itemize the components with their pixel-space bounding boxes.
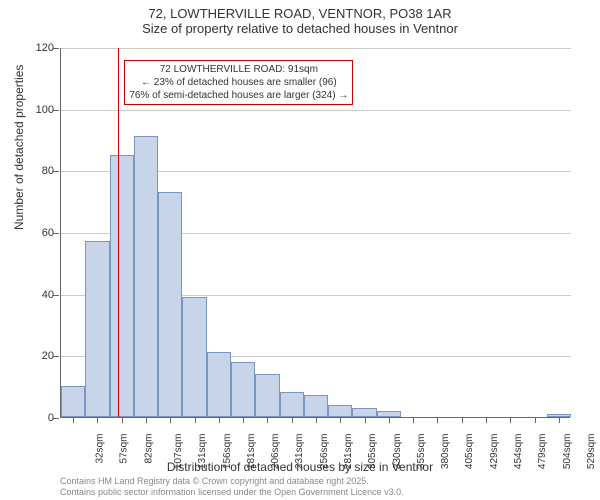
y-tick-label: 0 <box>24 412 54 424</box>
attribution-line2: Contains public sector information licen… <box>60 487 404 498</box>
histogram-bar <box>304 395 328 417</box>
x-tick <box>486 417 487 423</box>
title-line1: 72, LOWTHERVILLE ROAD, VENTNOR, PO38 1AR <box>0 6 600 21</box>
y-tick-label: 20 <box>24 350 54 362</box>
histogram-bar <box>110 155 134 417</box>
annotation-line: ← 23% of detached houses are smaller (96… <box>129 76 348 89</box>
x-tick <box>267 417 268 423</box>
title-block: 72, LOWTHERVILLE ROAD, VENTNOR, PO38 1AR… <box>0 0 600 36</box>
annotation-box: 72 LOWTHERVILLE ROAD: 91sqm← 23% of deta… <box>124 60 353 105</box>
histogram-bar <box>207 352 231 417</box>
annotation-line: 72 LOWTHERVILLE ROAD: 91sqm <box>129 63 348 76</box>
histogram-bar <box>182 297 206 417</box>
marker-line <box>118 48 119 417</box>
x-tick <box>340 417 341 423</box>
y-tick-label: 40 <box>24 289 54 301</box>
histogram-bar <box>85 241 109 417</box>
x-tick-label: 32sqm <box>95 434 106 464</box>
x-tick <box>389 417 390 423</box>
x-tick-label: 57sqm <box>119 434 130 464</box>
x-tick <box>413 417 414 423</box>
x-tick <box>219 417 220 423</box>
chart-container: 72, LOWTHERVILLE ROAD, VENTNOR, PO38 1AR… <box>0 0 600 500</box>
x-tick <box>97 417 98 423</box>
x-tick-label: 82sqm <box>143 434 154 464</box>
histogram-bar <box>158 192 182 417</box>
annotation-line: 76% of semi-detached houses are larger (… <box>129 89 348 102</box>
y-tick-label: 120 <box>24 42 54 54</box>
x-tick <box>316 417 317 423</box>
y-tick-label: 60 <box>24 227 54 239</box>
y-tick-label: 80 <box>24 165 54 177</box>
x-tick <box>195 417 196 423</box>
title-line2: Size of property relative to detached ho… <box>0 21 600 36</box>
histogram-bar <box>328 405 352 417</box>
x-tick <box>122 417 123 423</box>
attribution-line1: Contains HM Land Registry data © Crown c… <box>60 476 404 487</box>
x-tick <box>243 417 244 423</box>
x-tick <box>559 417 560 423</box>
y-axis-title: Number of detached properties <box>12 65 26 230</box>
x-tick <box>535 417 536 423</box>
histogram-bar <box>134 136 158 417</box>
x-tick <box>462 417 463 423</box>
chart-area: 02040608010012032sqm57sqm82sqm107sqm131s… <box>60 48 570 418</box>
x-tick <box>170 417 171 423</box>
x-tick <box>365 417 366 423</box>
histogram-bar <box>255 374 279 417</box>
plot: 02040608010012032sqm57sqm82sqm107sqm131s… <box>60 48 570 418</box>
y-tick-label: 100 <box>24 104 54 116</box>
x-tick <box>292 417 293 423</box>
gridline <box>61 48 571 49</box>
x-tick <box>146 417 147 423</box>
attribution: Contains HM Land Registry data © Crown c… <box>60 476 404 498</box>
histogram-bar <box>231 362 255 418</box>
histogram-bar <box>352 408 376 417</box>
x-tick <box>510 417 511 423</box>
x-tick <box>437 417 438 423</box>
gridline <box>61 110 571 111</box>
x-tick <box>73 417 74 423</box>
histogram-bar <box>61 386 85 417</box>
x-axis-title: Distribution of detached houses by size … <box>0 460 600 474</box>
histogram-bar <box>280 392 304 417</box>
